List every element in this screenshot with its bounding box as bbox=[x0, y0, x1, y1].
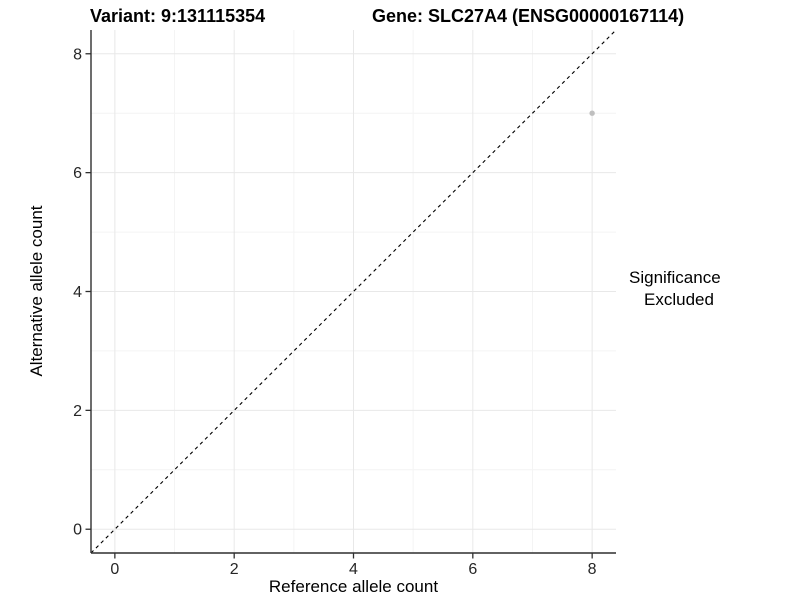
y-tick-label: 6 bbox=[73, 165, 82, 182]
legend-item-label: Excluded bbox=[644, 290, 714, 309]
data-point bbox=[589, 110, 595, 116]
x-tick-label: 2 bbox=[230, 561, 239, 578]
x-axis-title: Reference allele count bbox=[268, 577, 439, 596]
legend-item-excluded: Excluded bbox=[629, 290, 721, 310]
legend: Significance Excluded bbox=[629, 268, 721, 310]
y-tick-label: 4 bbox=[73, 284, 82, 301]
gene-title: Gene: SLC27A4 (ENSG00000167114) bbox=[372, 6, 685, 26]
variant-title: Variant: 9:131115354 bbox=[90, 6, 266, 26]
x-tick-label: 0 bbox=[110, 561, 119, 578]
y-tick-label: 2 bbox=[73, 403, 82, 420]
legend-title: Significance bbox=[629, 268, 721, 287]
y-tick-label: 0 bbox=[73, 522, 82, 539]
x-tick-label: 6 bbox=[468, 561, 477, 578]
y-tick-label: 8 bbox=[73, 46, 82, 63]
y-axis-title: Alternative allele count bbox=[27, 205, 46, 377]
x-tick-label: 4 bbox=[349, 561, 358, 578]
x-tick-label: 8 bbox=[588, 561, 597, 578]
excluded-point-swatch bbox=[629, 296, 638, 305]
identity-reference-line bbox=[90, 29, 617, 554]
